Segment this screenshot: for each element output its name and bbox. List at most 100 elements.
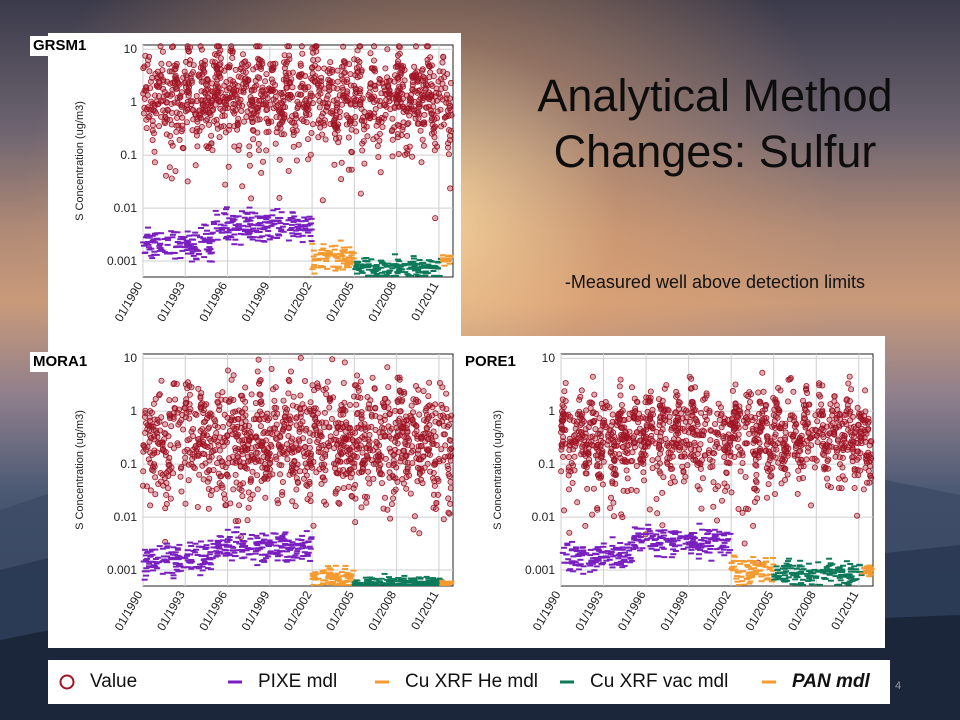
data-point-value	[316, 84, 323, 91]
data-point-value	[337, 426, 344, 433]
data-point-value	[178, 488, 185, 495]
data-point-value	[715, 483, 722, 490]
data-point-value	[189, 426, 196, 433]
data-point-value	[168, 121, 175, 128]
data-point-value	[214, 121, 221, 128]
data-point-value	[782, 420, 789, 427]
data-point-value	[320, 386, 327, 393]
data-point-value	[790, 414, 797, 421]
data-point-value	[214, 438, 221, 445]
data-point-value	[202, 460, 209, 467]
data-point-value	[231, 123, 238, 130]
data-point-value	[288, 76, 295, 83]
data-point-value	[856, 467, 863, 474]
data-point-value	[270, 64, 277, 71]
data-point-value	[163, 131, 170, 138]
data-point-value	[342, 428, 349, 435]
data-point-value	[824, 482, 831, 489]
data-point-value	[205, 505, 212, 512]
data-point-value	[754, 431, 761, 438]
data-point-value	[664, 440, 671, 447]
data-point-value	[297, 62, 304, 69]
data-point-value	[834, 412, 841, 419]
data-point-value	[850, 454, 857, 461]
data-point-value	[343, 121, 350, 128]
data-point-value	[348, 149, 355, 156]
data-point-value	[183, 119, 190, 126]
data-point-value	[264, 410, 271, 417]
data-point-value	[763, 494, 770, 501]
data-point-value	[265, 451, 272, 458]
data-point-value	[868, 438, 875, 445]
y-tick-label: 0.01	[114, 510, 138, 524]
data-point-value	[840, 447, 847, 454]
data-point-value	[254, 472, 261, 479]
data-point-value	[359, 449, 366, 456]
data-point-value	[282, 61, 289, 68]
data-point-value	[796, 459, 803, 466]
data-point-value	[210, 467, 217, 474]
data-point-value	[854, 404, 861, 411]
data-point-value	[341, 69, 348, 76]
data-point-value	[610, 442, 617, 449]
data-point-value	[419, 480, 426, 487]
x-tick-label: 01/1990	[112, 279, 146, 324]
data-point-value	[180, 426, 187, 433]
data-point-value	[824, 448, 831, 455]
data-point-value	[839, 431, 846, 438]
data-point-value	[821, 466, 828, 473]
data-point-value	[221, 495, 228, 502]
data-point-value	[396, 103, 403, 110]
data-point-value	[392, 419, 399, 426]
data-point-value	[285, 376, 292, 383]
data-point-value	[190, 116, 197, 123]
data-point-value	[262, 494, 269, 501]
data-point-value	[817, 393, 824, 400]
data-point-value	[583, 470, 590, 477]
data-point-value	[745, 404, 752, 411]
data-point-value	[229, 423, 236, 430]
data-point-value	[610, 513, 617, 520]
data-point-value	[340, 485, 347, 492]
data-point-value	[318, 78, 325, 85]
data-point-value	[297, 91, 304, 98]
data-point-value	[377, 169, 384, 176]
data-point-value	[196, 471, 203, 478]
data-point-value	[394, 440, 401, 447]
data-point-value	[718, 497, 725, 504]
data-point-value	[415, 443, 422, 450]
data-point-value	[308, 130, 315, 137]
data-point-value	[642, 399, 649, 406]
data-point-value	[435, 477, 442, 484]
data-point-value	[732, 418, 739, 425]
data-point-value	[174, 114, 181, 121]
chart-grsm1: 10 1 0.1 0.01 0.001 01/1990 01/1993 01/1996 01/1…	[74, 42, 455, 324]
data-point-value	[204, 77, 211, 84]
data-point-value	[254, 486, 261, 493]
data-point-value	[232, 445, 239, 452]
data-point-value	[270, 425, 277, 432]
data-point-value	[323, 95, 330, 102]
data-point-value	[752, 485, 759, 492]
data-point-value	[276, 156, 283, 163]
data-point-value	[205, 86, 212, 93]
slide-subtitle: -Measured well above detection limits	[564, 272, 866, 292]
data-point-value	[213, 485, 220, 492]
data-point-value	[224, 367, 231, 374]
data-point-value	[802, 385, 809, 392]
data-point-value	[578, 387, 585, 394]
data-point-value	[746, 399, 753, 406]
data-point-value	[735, 444, 742, 451]
data-point-value	[426, 63, 433, 70]
data-point-value	[168, 139, 175, 146]
data-point-value	[269, 431, 276, 438]
data-point-value	[211, 416, 218, 423]
data-point-value	[219, 484, 226, 491]
data-point-value	[659, 522, 666, 529]
data-point-value	[268, 443, 275, 450]
data-point-value	[838, 485, 845, 492]
data-point-value	[326, 442, 333, 449]
data-point-value	[300, 104, 307, 111]
data-point-value	[399, 90, 406, 97]
x-tick-label: 01/2005	[323, 279, 357, 324]
